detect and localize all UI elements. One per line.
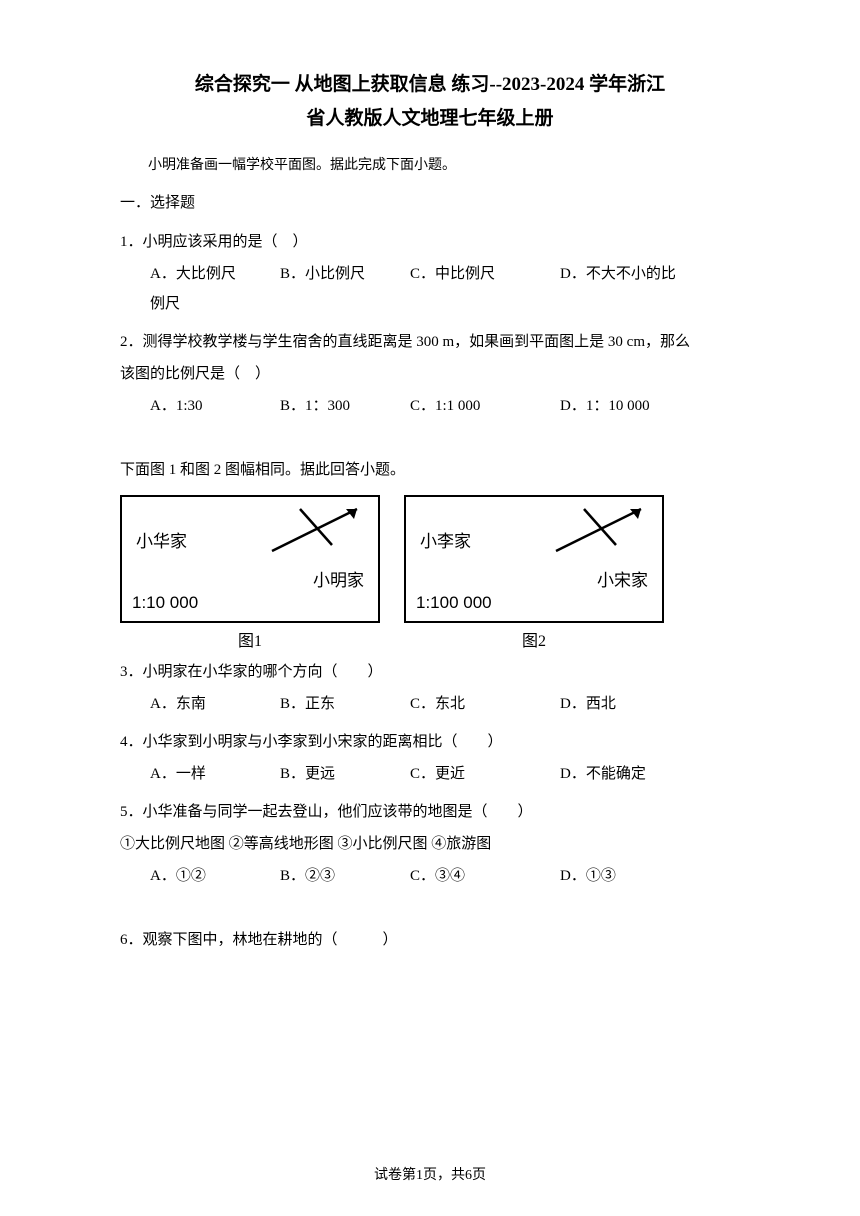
q1-text: 1．小明应该采用的是（ ）	[120, 227, 740, 257]
compass-arrow-icon	[546, 501, 656, 559]
fig1-caption: 图1	[120, 627, 380, 651]
q4-optC: C．更近	[410, 759, 560, 789]
fig2-scale: 1:100 000	[416, 593, 492, 613]
q1-optB: B．小比例尺	[280, 259, 410, 289]
figure-1: 小华家 小明家 1:10 000 图1	[120, 495, 380, 651]
q1-optA: A．大比例尺	[150, 259, 280, 289]
section-heading: 一．选择题	[120, 190, 740, 217]
q3-optA: A．东南	[150, 689, 280, 719]
fig2-caption: 图2	[404, 627, 664, 651]
q5-optC: C．③④	[410, 861, 560, 891]
q4-optA: A．一样	[150, 759, 280, 789]
q2-optA: A．1:30	[150, 391, 280, 421]
q4-options: A．一样 B．更远 C．更近 D．不能确定	[120, 759, 740, 789]
q1-optC: C．中比例尺	[410, 259, 560, 289]
page-title-line1: 综合探究一 从地图上获取信息 练习--2023-2024 学年浙江	[120, 70, 740, 100]
q5-text: 5．小华准备与同学一起去登山，他们应该带的地图是（ ）	[120, 797, 740, 827]
q5-optA: A．①②	[150, 861, 280, 891]
q5-sub: ①大比例尺地图 ②等高线地形图 ③小比例尺图 ④旅游图	[120, 829, 740, 859]
q4-optD: D．不能确定	[560, 759, 740, 789]
figures-row: 小华家 小明家 1:10 000 图1 小李家 小宋家 1:100 000 图2	[120, 495, 740, 651]
fig1-label-tl: 小华家	[136, 527, 187, 552]
q2-optD: D．1：10 000	[560, 391, 740, 421]
q2-line2: 该图的比例尺是（ ）	[120, 359, 740, 389]
fig1-scale: 1:10 000	[132, 593, 198, 613]
q1-optD-cont: 例尺	[150, 289, 740, 319]
q1-options: A．大比例尺 B．小比例尺 C．中比例尺 D．不大不小的比 例尺	[120, 259, 740, 319]
q5-options: A．①② B．②③ C．③④ D．①③	[120, 861, 740, 891]
page-footer: 试卷第1页，共6页	[0, 1164, 860, 1184]
fig2-label-br: 小宋家	[597, 566, 648, 591]
q3-optB: B．正东	[280, 689, 410, 719]
figure-1-frame: 小华家 小明家 1:10 000	[120, 495, 380, 623]
q2-line1: 2．测得学校教学楼与学生宿舍的直线距离是 300 m，如果画到平面图上是 30 …	[120, 327, 740, 357]
figure-intro: 下面图 1 和图 2 图幅相同。据此回答小题。	[120, 455, 740, 485]
compass-arrow-icon	[262, 501, 372, 559]
q4-text: 4．小华家到小明家与小李家到小宋家的距离相比（ ）	[120, 727, 740, 757]
fig2-label-tl: 小李家	[420, 527, 471, 552]
q1-optD: D．不大不小的比	[560, 259, 740, 289]
page-title-line2: 省人教版人文地理七年级上册	[120, 104, 740, 134]
q4-optB: B．更远	[280, 759, 410, 789]
q3-options: A．东南 B．正东 C．东北 D．西北	[120, 689, 740, 719]
q3-optC: C．东北	[410, 689, 560, 719]
q5-optD: D．①③	[560, 861, 740, 891]
q2-optC: C．1:1 000	[410, 391, 560, 421]
q3-text: 3．小明家在小华家的哪个方向（ ）	[120, 657, 740, 687]
q3-optD: D．西北	[560, 689, 740, 719]
q2-optB: B．1：300	[280, 391, 410, 421]
q6-text: 6．观察下图中，林地在耕地的（ ）	[120, 925, 740, 955]
figure-2-frame: 小李家 小宋家 1:100 000	[404, 495, 664, 623]
figure-2: 小李家 小宋家 1:100 000 图2	[404, 495, 664, 651]
q5-optB: B．②③	[280, 861, 410, 891]
q2-options: A．1:30 B．1：300 C．1:1 000 D．1：10 000	[120, 391, 740, 421]
intro-text: 小明准备画一幅学校平面图。据此完成下面小题。	[120, 153, 740, 178]
fig1-label-br: 小明家	[313, 566, 364, 591]
